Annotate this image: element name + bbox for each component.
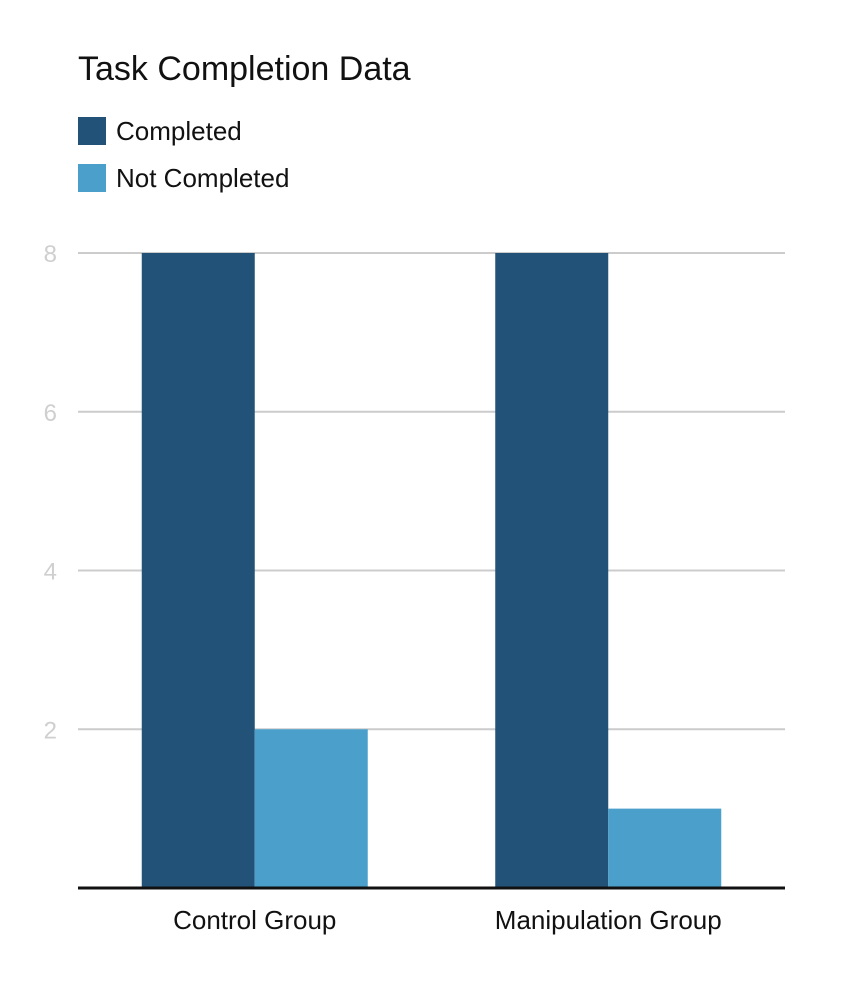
bar-not-completed-0 (254, 729, 368, 888)
y-tick-label: 6 (44, 400, 57, 427)
x-tick-label: Manipulation Group (495, 905, 722, 935)
legend-label-not-completed: Not Completed (116, 162, 290, 193)
x-tick-label: Control Group (173, 905, 336, 935)
y-tick-label: 2 (44, 717, 57, 744)
bar-completed-1 (495, 253, 609, 888)
chart-title: Task Completion Data (78, 50, 411, 88)
legend-swatch-completed (78, 117, 106, 145)
legend-swatch-not-completed (78, 164, 106, 192)
y-tick-label: 4 (44, 559, 57, 586)
legend-label-completed: Completed (116, 115, 242, 146)
legend-item-completed: Completed (78, 116, 242, 146)
bar-completed-0 (141, 253, 255, 888)
legend-item-not-completed: Not Completed (78, 163, 289, 193)
y-tick-label: 8 (44, 241, 57, 268)
bar-not-completed-1 (608, 808, 722, 888)
